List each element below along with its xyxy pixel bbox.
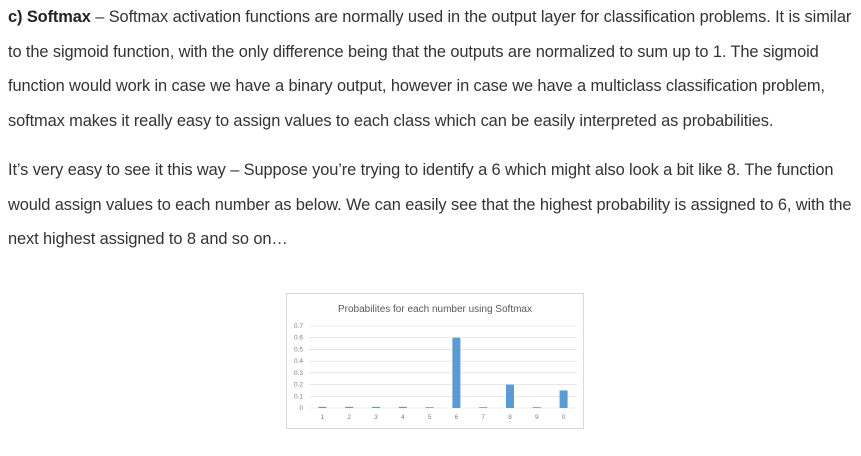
softmax-description: – Softmax activation functions are norma… — [8, 8, 852, 130]
x-tick-label: 4 — [401, 414, 405, 421]
softmax-paragraph: c) Softmax – Softmax activation function… — [8, 0, 856, 138]
y-tick-label: 0.6 — [294, 335, 303, 342]
y-tick-label: 0.1 — [294, 393, 303, 400]
chart-bars — [318, 337, 568, 408]
x-tick-label: 0 — [562, 414, 566, 421]
y-tick-label: 0.5 — [294, 346, 303, 353]
x-tick-label: 7 — [481, 414, 485, 421]
x-tick-label: 1 — [321, 414, 325, 421]
y-axis-ticks: 0 0.1 0.2 0.3 0.4 0.5 0.6 0.7 — [294, 323, 303, 412]
article-body: c) Softmax – Softmax activation function… — [8, 0, 856, 257]
x-tick-label: 2 — [347, 414, 351, 421]
y-tick-label: 0 — [299, 405, 303, 412]
x-tick-label: 3 — [374, 414, 378, 421]
y-tick-label: 0.3 — [294, 370, 303, 377]
bar-8 — [506, 384, 514, 408]
y-tick-label: 0.7 — [294, 323, 303, 330]
chart-gridlines — [309, 325, 577, 409]
bar-6 — [452, 337, 461, 408]
y-tick-label: 0.4 — [294, 358, 303, 365]
bar-3 — [372, 406, 380, 408]
chart-canvas: Probabilites for each number using Softm… — [294, 304, 577, 421]
x-tick-label: 6 — [455, 414, 459, 421]
x-tick-label: 5 — [428, 414, 432, 421]
bar-4 — [398, 406, 407, 408]
softmax-heading: c) Softmax — [8, 8, 91, 26]
softmax-probability-chart: Probabilites for each number using Softm… — [286, 293, 584, 429]
bar-7 — [479, 407, 488, 408]
chart-title: Probabilites for each number using Softm… — [338, 304, 532, 315]
x-tick-label: 9 — [535, 414, 539, 421]
bar-2 — [345, 406, 354, 408]
y-tick-label: 0.2 — [294, 382, 303, 389]
x-axis-ticks: 1 2 3 4 5 6 7 8 9 0 — [321, 414, 566, 421]
bar-0 — [559, 390, 568, 408]
bar-1 — [318, 406, 327, 408]
example-paragraph: It’s very easy to see it this way – Supp… — [8, 161, 852, 248]
x-tick-label: 8 — [508, 414, 512, 421]
bar-9 — [532, 407, 541, 408]
bar-5 — [425, 407, 434, 408]
